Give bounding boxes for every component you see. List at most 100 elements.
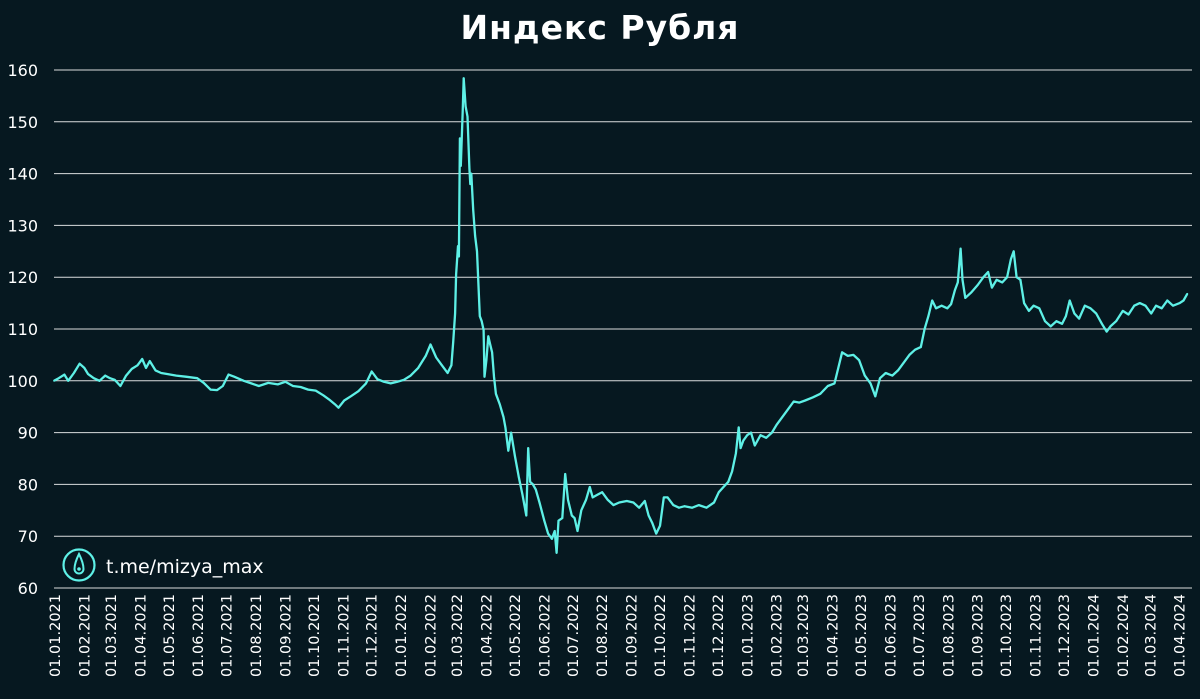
data-point [1095, 312, 1098, 315]
data-point [464, 105, 467, 108]
data-point [618, 501, 621, 504]
data-point [753, 444, 756, 447]
y-axis-ticks: 60 70 80 90 100 110 120 130 140 150 160 [7, 61, 38, 598]
data-point [242, 379, 245, 382]
x-tick-label: 01.10.2023 [999, 594, 1015, 677]
data-point [564, 473, 567, 475]
data-point [655, 532, 658, 535]
data-point [606, 499, 609, 501]
data-point [227, 373, 230, 376]
data-point [884, 372, 887, 374]
data-point [869, 382, 872, 385]
series-group [53, 77, 1189, 554]
data-point [510, 431, 512, 434]
data-point [314, 389, 317, 392]
data-point [1023, 302, 1025, 304]
x-tick-label: 01.10.2022 [653, 594, 669, 677]
data-point [1068, 299, 1071, 302]
data-point [459, 164, 462, 167]
x-tick-label: 01.09.2023 [971, 594, 987, 677]
data-point [826, 385, 829, 387]
data-point [585, 499, 587, 501]
data-point [672, 504, 675, 506]
data-point [532, 483, 534, 486]
data-point [1083, 304, 1086, 307]
data-point [504, 426, 507, 429]
data-point [322, 394, 325, 397]
data-point [485, 359, 488, 361]
data-point [1182, 299, 1185, 302]
data-point [92, 377, 95, 380]
data-point [1138, 302, 1141, 304]
data-point [914, 348, 916, 351]
data-point [1178, 302, 1181, 304]
data-point [570, 514, 573, 517]
data-point [1078, 317, 1080, 320]
data-point [837, 367, 840, 369]
data-point [470, 172, 473, 175]
data-point [713, 501, 715, 504]
data-point [555, 551, 558, 554]
data-point [119, 385, 122, 387]
y-tick-label: 90 [18, 424, 38, 443]
data-point [647, 514, 650, 517]
data-point [462, 77, 465, 80]
x-tick-label: 01.01.2022 [394, 594, 410, 677]
data-point [731, 470, 733, 473]
data-point [429, 343, 432, 346]
data-point [852, 354, 855, 356]
x-tick-label: 01.01.2024 [1086, 594, 1102, 677]
data-point [666, 496, 669, 499]
data-point [902, 361, 905, 364]
data-point [417, 367, 420, 369]
data-point [543, 519, 546, 522]
data-point [476, 250, 478, 253]
data-point [424, 355, 427, 357]
data-point [735, 452, 737, 455]
data-point [196, 377, 199, 380]
data-point [57, 377, 60, 380]
x-tick-label: 01.03.2024 [1143, 594, 1159, 677]
data-point [517, 475, 520, 478]
data-point [166, 373, 169, 375]
x-tick-label: 01.06.2023 [883, 594, 899, 677]
x-tick-label: 01.02.2021 [77, 594, 93, 677]
data-point [216, 389, 219, 391]
data-point [612, 504, 615, 506]
data-point [940, 304, 943, 307]
x-tick-label: 01.11.2022 [682, 594, 698, 677]
data-point [498, 403, 501, 405]
x-axis-ticks: 01.01.2021 01.02.2021 01.03.2021 01.04.2021… [48, 594, 1189, 677]
data-point [104, 374, 107, 377]
data-point [959, 247, 962, 250]
x-tick-label: 01.01.2023 [740, 594, 756, 677]
data-point [698, 504, 700, 506]
data-point [1032, 304, 1035, 307]
data-point [538, 501, 541, 504]
x-tick-label: 01.09.2022 [625, 594, 641, 677]
data-point [457, 245, 459, 248]
data-point [83, 367, 86, 369]
data-point [950, 303, 952, 305]
data-point [1133, 304, 1136, 307]
x-tick-label: 01.02.2022 [424, 594, 440, 677]
data-point [596, 493, 599, 496]
data-point [908, 354, 911, 356]
y-tick-label: 60 [18, 579, 38, 598]
data-point [250, 382, 253, 385]
y-tick-label: 150 [7, 113, 38, 132]
data-point [487, 335, 490, 338]
data-point [458, 255, 460, 258]
data-point [1049, 325, 1052, 328]
grid-lines [54, 69, 1192, 589]
data-point [858, 359, 860, 361]
data-point [221, 385, 224, 387]
data-point [1101, 322, 1103, 325]
data-point [982, 276, 985, 279]
data-point [1127, 313, 1130, 316]
data-point [995, 278, 998, 281]
data-point [1015, 276, 1018, 279]
data-point [468, 167, 471, 170]
data-point [1186, 292, 1189, 295]
